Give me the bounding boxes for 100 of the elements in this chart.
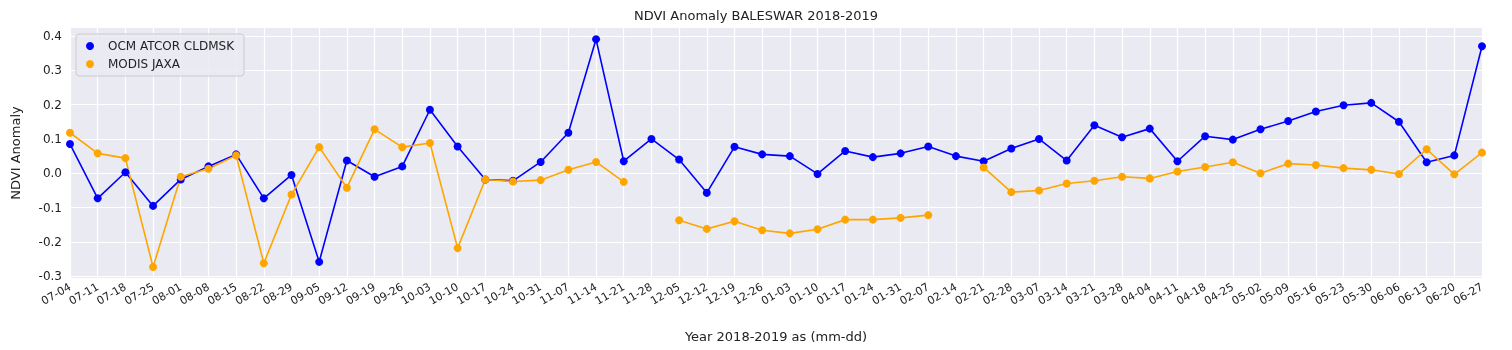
x-axis-title: Year 2018-2019 as (mm-dd) xyxy=(683,329,868,344)
point xyxy=(1450,151,1459,160)
point xyxy=(121,168,130,177)
point xyxy=(868,215,877,224)
point xyxy=(1007,144,1016,153)
y-tick-label: -0.3 xyxy=(38,269,62,284)
point xyxy=(1478,42,1486,51)
point xyxy=(1228,135,1237,144)
point xyxy=(315,143,324,152)
point xyxy=(453,142,462,151)
point xyxy=(841,146,850,155)
y-tick-label: 0.2 xyxy=(42,97,62,112)
point xyxy=(149,263,158,272)
point xyxy=(619,177,628,186)
y-tick-label: 0.0 xyxy=(42,166,62,181)
point xyxy=(1339,164,1348,173)
point xyxy=(1173,157,1182,166)
point xyxy=(121,154,130,163)
point xyxy=(342,156,351,165)
point xyxy=(1478,148,1486,157)
point xyxy=(979,163,988,172)
point xyxy=(564,165,573,174)
point xyxy=(1173,167,1182,176)
point xyxy=(1090,176,1099,185)
point xyxy=(93,194,102,203)
point xyxy=(813,225,822,234)
point xyxy=(149,201,158,210)
point xyxy=(315,257,324,266)
point xyxy=(730,217,739,226)
point xyxy=(592,35,601,44)
point xyxy=(1311,161,1320,170)
point xyxy=(592,157,601,166)
point xyxy=(259,194,268,203)
point xyxy=(425,105,434,114)
y-axis-title: NDVI Anomaly xyxy=(8,106,23,200)
point xyxy=(1422,158,1431,167)
point xyxy=(287,190,296,199)
point xyxy=(1007,188,1016,197)
point xyxy=(1394,117,1403,126)
point xyxy=(287,170,296,179)
point xyxy=(924,142,933,151)
point xyxy=(1035,186,1044,195)
point xyxy=(1201,132,1210,141)
point xyxy=(675,155,684,164)
point xyxy=(758,226,767,235)
point xyxy=(536,157,545,166)
point xyxy=(1367,98,1376,107)
point xyxy=(868,153,877,162)
point xyxy=(342,183,351,192)
point xyxy=(1145,174,1154,183)
point xyxy=(398,143,407,152)
point xyxy=(370,172,379,181)
point xyxy=(370,125,379,134)
y-tick-label: 0.4 xyxy=(42,28,62,43)
point xyxy=(1228,158,1237,167)
point xyxy=(730,142,739,151)
point xyxy=(702,224,711,233)
point xyxy=(1339,101,1348,110)
point xyxy=(453,244,462,253)
point xyxy=(1256,169,1265,178)
point xyxy=(1201,163,1210,172)
point xyxy=(1284,159,1293,168)
point xyxy=(1284,117,1293,126)
point xyxy=(1450,170,1459,179)
point xyxy=(896,213,905,222)
point xyxy=(66,128,74,137)
point xyxy=(1394,169,1403,178)
point xyxy=(841,215,850,224)
legend-label: OCM ATCOR CLDMSK xyxy=(108,39,236,53)
point xyxy=(259,259,268,268)
point xyxy=(1118,133,1127,142)
chart-title: NDVI Anomaly BALESWAR 2018-2019 xyxy=(633,8,879,23)
legend-label: MODIS JAXA xyxy=(108,57,181,71)
point xyxy=(1118,172,1127,181)
point xyxy=(1062,179,1071,188)
point xyxy=(1090,121,1099,130)
point xyxy=(785,152,794,161)
y-tick-label: 0.3 xyxy=(42,63,62,78)
y-tick-label: 0.1 xyxy=(42,131,62,146)
point xyxy=(951,152,960,161)
point xyxy=(675,216,684,225)
point xyxy=(1035,134,1044,143)
point xyxy=(425,139,434,148)
y-tick-label: -0.2 xyxy=(38,234,62,249)
point xyxy=(647,134,656,143)
point xyxy=(896,149,905,158)
point xyxy=(66,140,74,149)
point xyxy=(813,169,822,178)
point xyxy=(1311,107,1320,116)
point xyxy=(785,229,794,238)
point xyxy=(398,162,407,171)
point xyxy=(1256,125,1265,134)
y-tick-label: -0.1 xyxy=(38,200,62,215)
point xyxy=(702,188,711,197)
point xyxy=(758,150,767,159)
point xyxy=(536,176,545,185)
point xyxy=(619,157,628,166)
point xyxy=(1062,156,1071,165)
point xyxy=(1145,124,1154,133)
point xyxy=(924,211,933,220)
